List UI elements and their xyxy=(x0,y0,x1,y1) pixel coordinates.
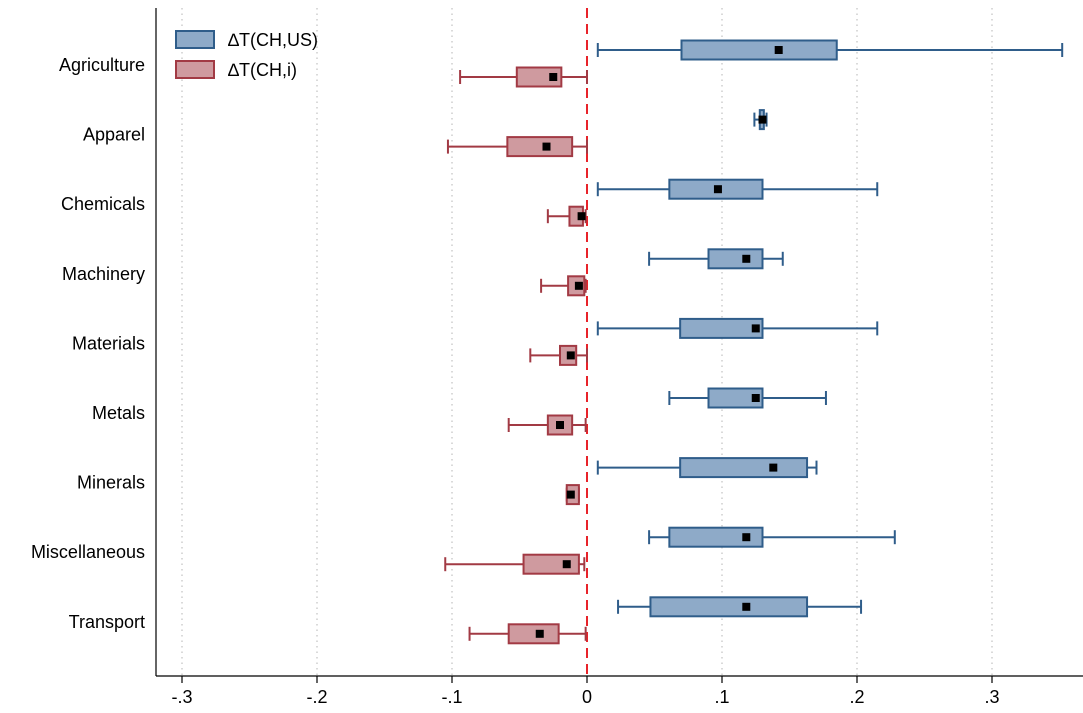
category-label: Machinery xyxy=(62,264,145,284)
median-marker xyxy=(566,351,575,360)
box-ch-i-metals xyxy=(507,414,587,436)
x-tick-label: 0 xyxy=(582,687,592,707)
axes xyxy=(155,8,1083,677)
median-marker xyxy=(751,394,760,402)
box-ch-us-machinery xyxy=(648,248,784,270)
box-iqr xyxy=(522,553,580,575)
box-ch-us-metals xyxy=(668,387,827,409)
median-marker xyxy=(562,560,571,569)
box-ch-us-transport xyxy=(617,596,863,618)
median-marker xyxy=(742,533,751,542)
median-marker xyxy=(774,46,783,54)
box-iqr xyxy=(507,623,560,645)
box-ch-us-chemicals xyxy=(596,178,879,200)
legend-label: ∆T(CH,i) xyxy=(228,60,297,80)
box-iqr xyxy=(668,526,764,548)
box-ch-i-apparel xyxy=(446,136,588,158)
x-tick-label: .3 xyxy=(984,687,999,707)
category-label: Materials xyxy=(72,333,145,353)
median-marker xyxy=(549,73,558,81)
median-marker xyxy=(556,421,564,429)
median-marker xyxy=(542,142,551,151)
boxes xyxy=(444,39,1064,645)
x-axis-ticks: -.3 -.2 -.1 0 .1 .2 .3 xyxy=(171,676,1000,707)
box-iqr xyxy=(649,596,809,618)
median-marker xyxy=(713,185,722,194)
box-ch-i-miscellaneous xyxy=(444,553,586,575)
box-iqr xyxy=(515,66,563,88)
box-ch-us-apparel xyxy=(753,109,768,131)
box-ch-i-agriculture xyxy=(459,66,588,88)
legend-swatch xyxy=(175,60,215,79)
category-label: Transport xyxy=(69,612,145,632)
category-label: Minerals xyxy=(77,473,145,493)
x-tick-label: -.3 xyxy=(171,687,192,707)
category-label: Apparel xyxy=(83,125,145,145)
box-ch-i-transport xyxy=(468,623,587,645)
legend-label: ∆T(CH,US) xyxy=(228,30,318,50)
box-iqr xyxy=(680,39,838,61)
box-iqr xyxy=(707,248,764,270)
box-iqr xyxy=(679,457,809,479)
median-marker xyxy=(742,254,751,263)
median-marker xyxy=(769,463,778,472)
x-tick-label: -.2 xyxy=(306,687,327,707)
median-marker xyxy=(758,115,767,124)
category-label: Metals xyxy=(92,403,145,423)
x-tick-label: .1 xyxy=(714,687,729,707)
median-marker xyxy=(577,212,586,221)
x-tick-label: -.1 xyxy=(441,687,462,707)
category-label: Chemicals xyxy=(61,194,145,214)
box-ch-us-minerals xyxy=(596,457,818,479)
legend: ∆T(CH,US) ∆T(CH,i) xyxy=(175,30,318,80)
box-ch-i-chemicals xyxy=(546,205,587,227)
median-marker xyxy=(751,324,760,333)
category-label: Agriculture xyxy=(59,55,145,75)
box-iqr xyxy=(506,136,574,158)
box-iqr xyxy=(679,317,764,339)
category-label: Miscellaneous xyxy=(31,542,145,562)
box-ch-us-materials xyxy=(596,317,879,339)
median-marker xyxy=(566,490,575,499)
median-marker xyxy=(742,602,751,611)
box-ch-us-agriculture xyxy=(596,39,1064,61)
x-tick-label: .2 xyxy=(849,687,864,707)
median-marker xyxy=(535,629,544,638)
legend-swatch xyxy=(175,30,215,49)
box-ch-i-minerals xyxy=(565,484,580,506)
box-ch-i-machinery xyxy=(540,275,587,297)
median-marker xyxy=(574,281,583,290)
box-ch-us-miscellaneous xyxy=(648,526,896,548)
box-iqr xyxy=(707,387,764,409)
category-labels: Agriculture Apparel Chemicals Machinery Mate… xyxy=(31,55,145,632)
box-ch-i-materials xyxy=(529,344,588,366)
